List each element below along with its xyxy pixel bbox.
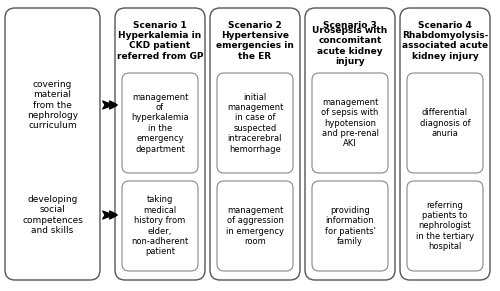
Text: Scenario 3: Scenario 3 xyxy=(323,22,377,31)
Text: management
of aggression
in emergency
room: management of aggression in emergency ro… xyxy=(226,206,284,246)
FancyBboxPatch shape xyxy=(400,8,490,280)
Text: providing
information
for patients'
family: providing information for patients' fami… xyxy=(324,206,376,246)
Text: Rhabdomyolysis-
associated acute
kidney injury: Rhabdomyolysis- associated acute kidney … xyxy=(402,31,488,61)
Text: Hyperkalemia in
CKD patient
referred from GP: Hyperkalemia in CKD patient referred fro… xyxy=(117,31,203,61)
Text: Urosepsis with
concomitant
acute kidney
injury: Urosepsis with concomitant acute kidney … xyxy=(312,26,388,66)
FancyBboxPatch shape xyxy=(115,8,205,280)
FancyBboxPatch shape xyxy=(312,181,388,271)
FancyBboxPatch shape xyxy=(217,73,293,173)
Text: management
of
hyperkalemia
in the
emergency
department: management of hyperkalemia in the emerge… xyxy=(131,93,189,153)
FancyBboxPatch shape xyxy=(305,8,395,280)
FancyBboxPatch shape xyxy=(407,73,483,173)
Text: Hypertensive
emergencies in
the ER: Hypertensive emergencies in the ER xyxy=(216,31,294,61)
FancyBboxPatch shape xyxy=(210,8,300,280)
Text: Scenario 4: Scenario 4 xyxy=(418,22,472,31)
Text: developing
social
competences
and skills: developing social competences and skills xyxy=(22,195,83,235)
Text: Scenario 1: Scenario 1 xyxy=(133,22,187,31)
FancyBboxPatch shape xyxy=(122,73,198,173)
FancyBboxPatch shape xyxy=(5,8,100,280)
Text: taking
medical
history from
elder,
non-adherent
patient: taking medical history from elder, non-a… xyxy=(132,196,188,256)
Text: initial
management
in case of
suspected
intracerebral
hemorrhage: initial management in case of suspected … xyxy=(227,93,283,153)
Text: Scenario 2: Scenario 2 xyxy=(228,22,282,31)
Text: referring
patients to
nephrologist
in the tertiary
hospital: referring patients to nephrologist in th… xyxy=(416,201,474,251)
Text: differential
diagnosis of
anuria: differential diagnosis of anuria xyxy=(420,108,470,138)
Text: management
of sepsis with
hypotension
and pre-renal
AKI: management of sepsis with hypotension an… xyxy=(322,98,378,148)
FancyBboxPatch shape xyxy=(122,181,198,271)
Text: covering
material
from the
nephrology
curriculum: covering material from the nephrology cu… xyxy=(27,80,78,130)
FancyBboxPatch shape xyxy=(312,73,388,173)
FancyBboxPatch shape xyxy=(407,181,483,271)
FancyBboxPatch shape xyxy=(217,181,293,271)
